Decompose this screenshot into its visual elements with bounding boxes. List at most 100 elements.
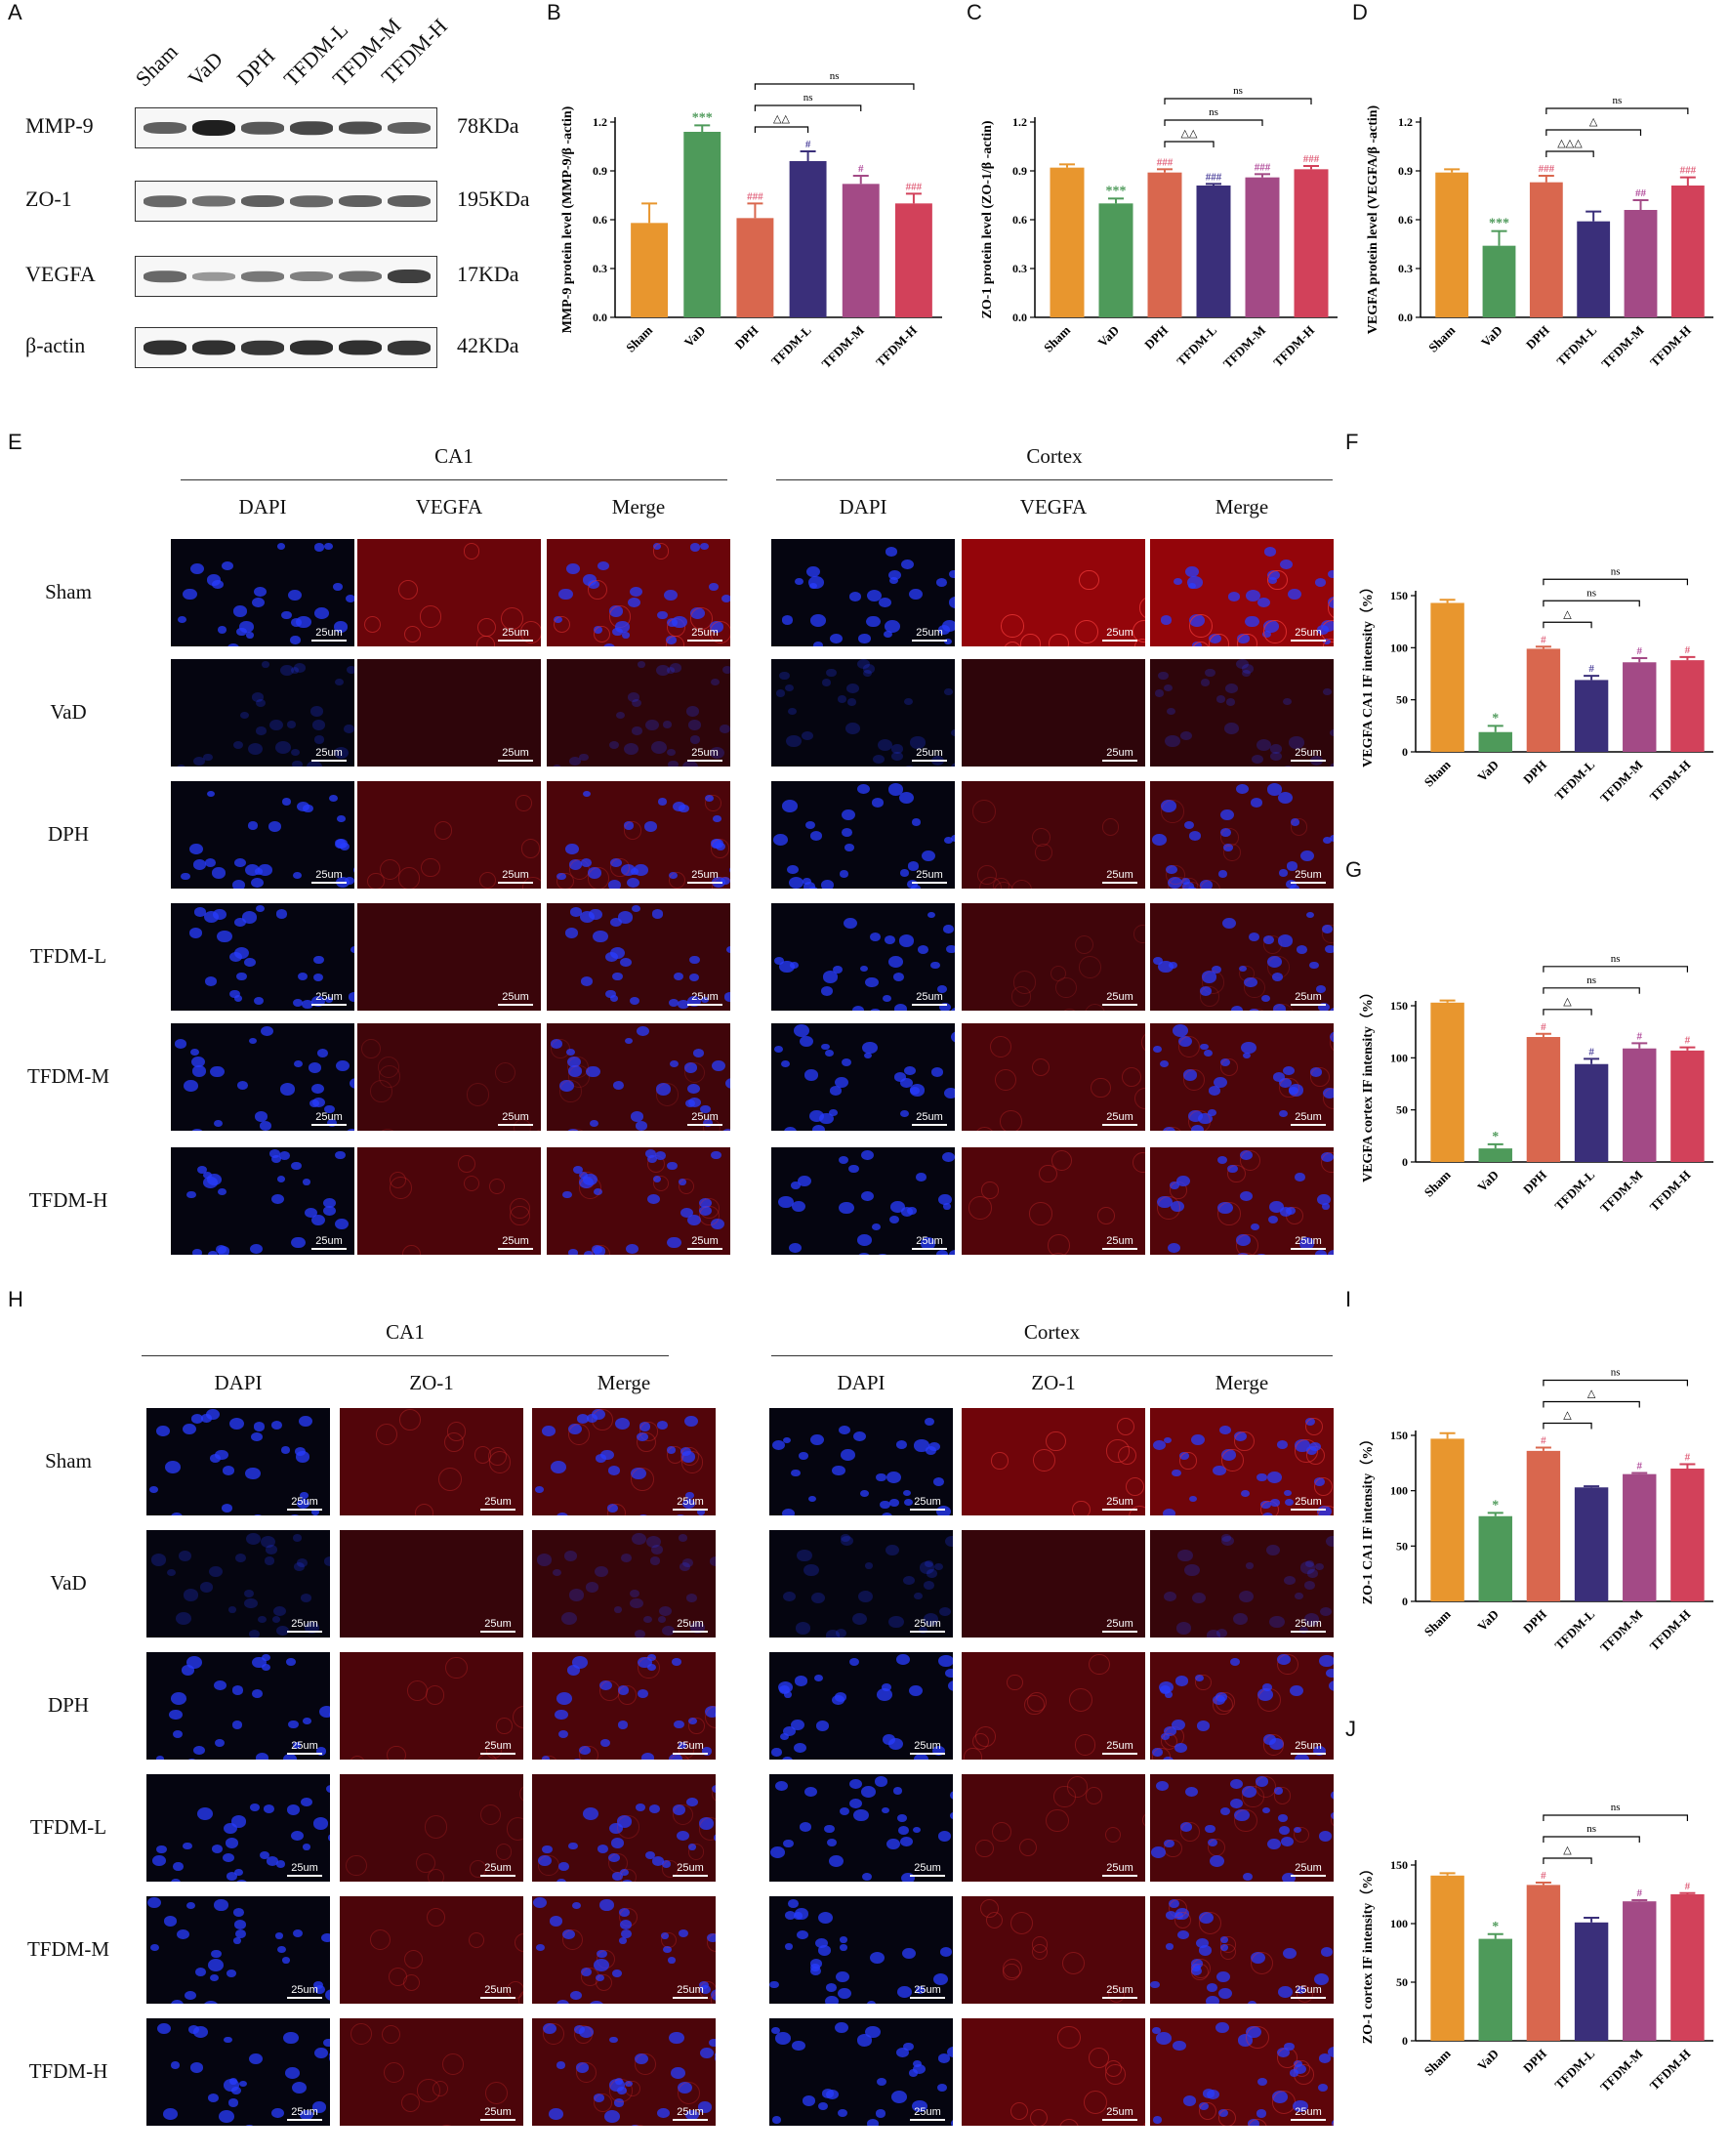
scale-bar-line bbox=[1291, 1997, 1326, 1999]
nucleus bbox=[857, 1234, 872, 1246]
marker-signal bbox=[1056, 2025, 1081, 2050]
micrograph: 25um bbox=[171, 1147, 354, 1255]
marker-signal bbox=[1117, 1417, 1135, 1435]
nucleus bbox=[630, 1597, 643, 1609]
nucleus bbox=[671, 1658, 681, 1666]
marker-signal bbox=[1245, 2025, 1269, 2050]
significance-mark: *** bbox=[1489, 217, 1509, 231]
scale-bar-line bbox=[1291, 1248, 1326, 1250]
nucleus bbox=[651, 1855, 665, 1866]
nucleus bbox=[883, 994, 891, 1002]
scale-bar: 25um bbox=[311, 1235, 347, 1250]
x-tick-label: TFDM-M bbox=[1597, 2047, 1645, 2094]
marker-signal bbox=[487, 1447, 507, 1467]
marker-signal bbox=[1199, 986, 1219, 1007]
marker-signal bbox=[567, 1065, 591, 1089]
nucleus bbox=[1315, 1250, 1327, 1255]
nucleus bbox=[290, 1831, 304, 1842]
marker-signal bbox=[1200, 880, 1220, 889]
nucleus bbox=[261, 660, 269, 668]
nucleus bbox=[1215, 1628, 1228, 1638]
scale-bar-line bbox=[912, 1004, 947, 1006]
bar bbox=[1526, 1450, 1561, 1601]
marker-signal bbox=[383, 2062, 404, 2084]
nucleus bbox=[881, 1513, 893, 1515]
x-tick-label: VaD bbox=[1094, 323, 1122, 351]
scale-bar-line bbox=[480, 1631, 515, 1633]
nucleus bbox=[638, 1513, 649, 1515]
marker-signal bbox=[515, 1932, 523, 1953]
scale-bar-label: 25um bbox=[1295, 747, 1322, 759]
nucleus bbox=[1207, 2089, 1220, 2099]
scale-bar: 25um bbox=[498, 991, 533, 1006]
nucleus bbox=[866, 615, 881, 628]
nucleus bbox=[609, 2036, 618, 2044]
nucleus bbox=[1283, 1947, 1298, 1959]
marker-signal bbox=[1049, 633, 1069, 646]
nucleus bbox=[657, 2108, 670, 2119]
nucleus bbox=[901, 1873, 915, 1882]
nucleus bbox=[804, 1786, 818, 1797]
nucleus bbox=[788, 1898, 799, 1908]
nucleus bbox=[232, 1907, 244, 1917]
marker-signal bbox=[595, 1973, 613, 1991]
nucleus bbox=[604, 989, 616, 999]
marker-signal bbox=[495, 1843, 513, 1860]
if-region-header: Cortex bbox=[1026, 444, 1083, 468]
nucleus bbox=[1227, 592, 1241, 602]
if-channel-header: DAPI bbox=[238, 495, 287, 518]
nucleus bbox=[848, 1778, 862, 1789]
nucleus bbox=[313, 955, 324, 965]
nucleus bbox=[873, 755, 885, 765]
scale-bar: 25um bbox=[910, 1862, 945, 1877]
nucleus bbox=[914, 1439, 929, 1452]
nucleus bbox=[1152, 2026, 1161, 2034]
nucleus bbox=[851, 1006, 865, 1011]
bracket-label: ns bbox=[1586, 1823, 1596, 1835]
nucleus bbox=[951, 1030, 955, 1043]
significance-mark: ### bbox=[747, 190, 763, 202]
marker-signal bbox=[661, 1860, 679, 1878]
nucleus bbox=[290, 636, 301, 644]
nucleus bbox=[311, 1214, 326, 1226]
marker-signal bbox=[518, 1785, 523, 1804]
scale-bar: 25um bbox=[311, 991, 347, 1006]
nucleus bbox=[217, 1246, 230, 1255]
micrograph: 25um bbox=[146, 1530, 330, 1638]
nucleus bbox=[1277, 792, 1294, 805]
panel-letter-g: G bbox=[1345, 857, 1363, 882]
scale-bar: 25um bbox=[480, 1618, 515, 1633]
nucleus bbox=[249, 2052, 264, 2064]
marker-signal bbox=[402, 1973, 421, 1991]
nucleus bbox=[864, 1561, 874, 1569]
x-tick-label: Sham bbox=[1425, 322, 1458, 354]
nucleus bbox=[841, 808, 855, 821]
nucleus bbox=[278, 1151, 290, 1160]
nucleus bbox=[773, 1046, 783, 1054]
marker-signal bbox=[506, 1817, 523, 1841]
y-tick-label: 0.9 bbox=[593, 164, 607, 178]
marker-signal bbox=[1221, 1449, 1244, 1472]
nucleus bbox=[774, 956, 785, 965]
nucleus bbox=[339, 843, 350, 851]
nucleus bbox=[329, 795, 338, 803]
nucleus bbox=[1205, 668, 1215, 678]
wb-band bbox=[290, 271, 333, 281]
bar bbox=[1430, 1875, 1464, 2041]
nucleus bbox=[302, 1843, 311, 1850]
nucleus bbox=[921, 850, 936, 862]
scale-bar-label: 25um bbox=[916, 1235, 943, 1247]
nucleus bbox=[856, 659, 870, 670]
scale-bar-line bbox=[1102, 1124, 1137, 1126]
marker-signal bbox=[587, 579, 607, 600]
nucleus bbox=[583, 1174, 598, 1186]
nucleus bbox=[301, 1594, 312, 1603]
nucleus bbox=[1185, 565, 1200, 577]
nucleus bbox=[1313, 1972, 1329, 1985]
bar bbox=[631, 223, 669, 317]
micrograph: 25um bbox=[532, 1774, 716, 1882]
marker-signal bbox=[1101, 818, 1120, 836]
nucleus bbox=[210, 1949, 223, 1959]
nucleus bbox=[1279, 1826, 1291, 1836]
x-tick-label: TFDM-H bbox=[1270, 323, 1317, 370]
